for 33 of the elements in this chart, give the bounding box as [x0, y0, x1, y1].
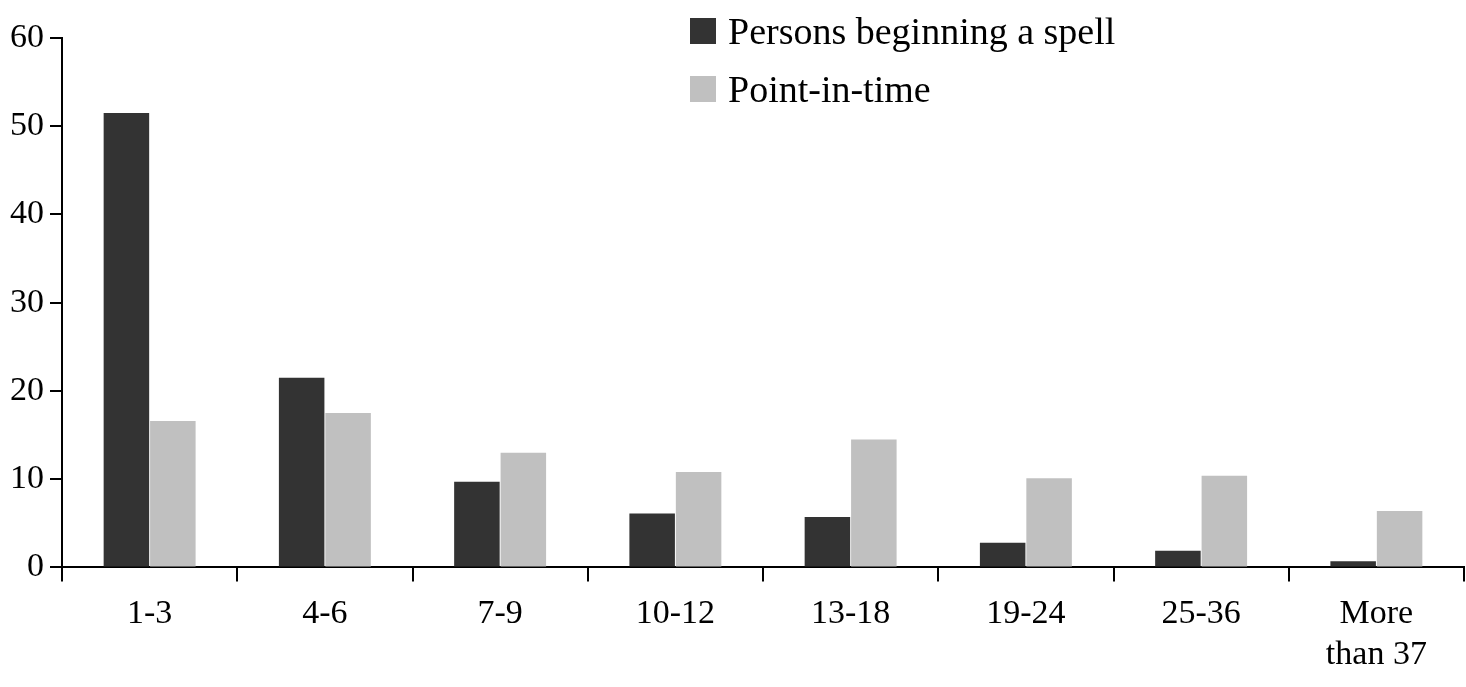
y-tick-label: 10: [10, 458, 44, 496]
bar: [675, 472, 722, 567]
y-tick-label: 30: [10, 281, 44, 319]
bar: [1376, 510, 1423, 567]
bar: [103, 113, 150, 567]
bar: [979, 542, 1026, 567]
x-tick-label: More than 37: [1325, 592, 1427, 671]
y-tick-label: 50: [10, 105, 44, 143]
x-tick-label: 7-9: [477, 592, 523, 630]
bar: [1155, 550, 1201, 567]
bar: [1201, 475, 1248, 567]
legend-label: Persons beginning a spell: [728, 9, 1116, 54]
y-tick-label: 0: [27, 546, 44, 584]
bar: [278, 377, 325, 567]
bar: [500, 452, 547, 567]
y-tick-label: 60: [10, 16, 44, 54]
y-tick-label: 40: [10, 193, 44, 231]
bar: [454, 481, 500, 567]
bar: [150, 420, 196, 567]
bar: [804, 517, 851, 567]
x-tick-label: 10-12: [635, 592, 716, 630]
x-tick-label: 4-6: [302, 592, 348, 630]
legend-label: Point-in-time: [728, 67, 931, 112]
x-tick-label: 1-3: [126, 592, 173, 630]
y-tick-label: 20: [10, 369, 44, 407]
bar: [851, 439, 897, 567]
x-tick-label: 25-36: [1161, 592, 1241, 630]
x-tick-label: 19-24: [986, 592, 1066, 630]
bar: [1026, 478, 1072, 567]
bar: [325, 412, 371, 567]
bar: [629, 513, 675, 567]
bar: [1330, 561, 1376, 567]
x-tick-label: 13-18: [810, 592, 891, 630]
